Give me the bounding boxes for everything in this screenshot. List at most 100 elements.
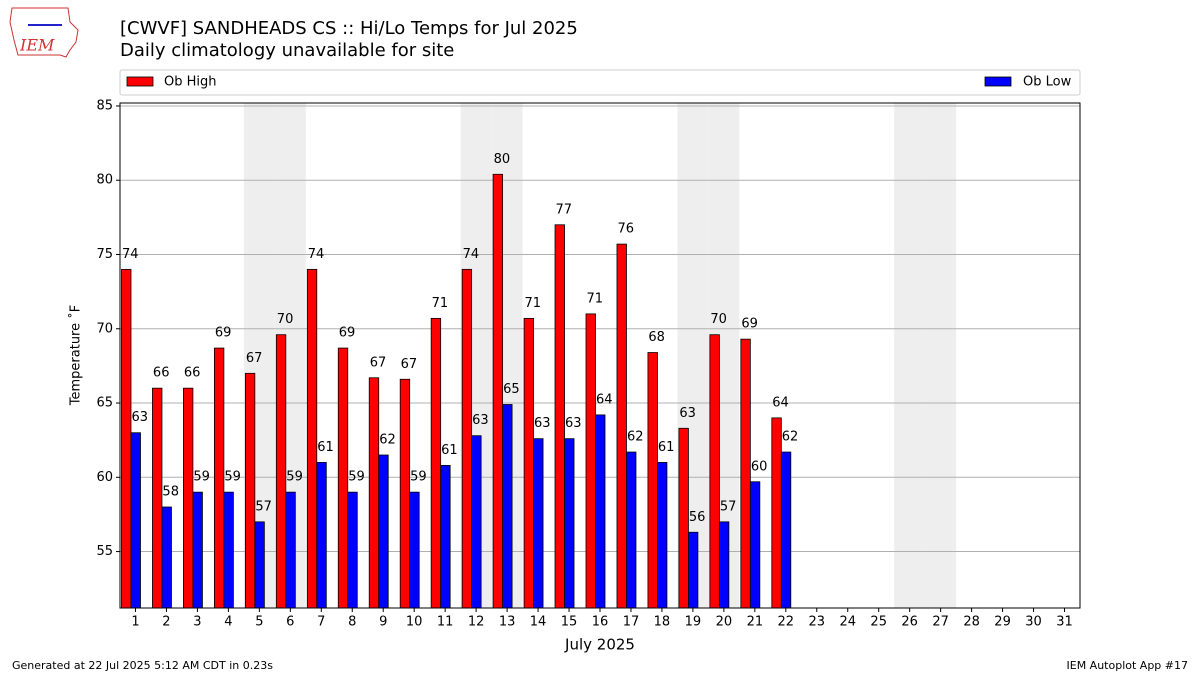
value-label: 66	[184, 366, 201, 381]
value-label: 58	[162, 485, 179, 500]
value-label: 71	[525, 296, 542, 311]
value-label: 67	[246, 351, 263, 366]
value-label: 61	[658, 440, 675, 455]
value-label: 68	[648, 330, 665, 345]
bar	[192, 491, 203, 609]
x-tick-label: 8	[348, 615, 356, 630]
x-tick-label: 4	[224, 615, 232, 630]
x-tick-label: 21	[747, 615, 764, 630]
bar	[585, 313, 596, 609]
bar	[306, 268, 318, 609]
chart-subtitle: Daily climatology unavailable for site	[120, 40, 454, 61]
value-label: 60	[751, 459, 768, 474]
bar	[347, 491, 358, 609]
x-tick-label: 26	[901, 615, 918, 630]
logo-text: IEM	[19, 36, 55, 55]
x-tick-label: 10	[406, 615, 423, 630]
bar	[502, 404, 513, 609]
x-tick-label: 15	[561, 615, 578, 630]
x-axis-label: July 2025	[564, 636, 635, 654]
value-label: 59	[224, 470, 241, 485]
bar	[780, 451, 792, 609]
x-tick-label: 2	[162, 615, 170, 630]
x-tick-label: 9	[379, 615, 387, 630]
bar	[647, 352, 658, 609]
bar	[709, 334, 720, 609]
bar	[492, 173, 503, 609]
bar	[368, 377, 380, 609]
footer-left: Generated at 22 Jul 2025 5:12 AM CDT in …	[12, 659, 273, 672]
value-label: 63	[679, 406, 696, 421]
value-label: 70	[710, 312, 727, 327]
chart-title: [CWVF] SANDHEADS CS :: Hi/Lo Temps for J…	[120, 18, 578, 39]
bar	[678, 427, 689, 609]
value-label: 61	[441, 443, 458, 458]
bar	[564, 438, 575, 609]
value-label: 59	[286, 470, 303, 485]
legend-label: Ob Low	[1023, 75, 1072, 90]
x-tick-label: 5	[255, 615, 263, 630]
footer-right: IEM Autoplot App #17	[1067, 659, 1189, 672]
bar	[223, 491, 234, 609]
logo: IEM	[9, 7, 79, 58]
value-label: 69	[741, 317, 758, 332]
bar	[616, 243, 627, 609]
bar	[771, 417, 782, 609]
weekend-shade	[894, 103, 926, 608]
x-tick-label: 12	[468, 615, 485, 630]
x-tick-label: 11	[437, 615, 454, 630]
value-label: 66	[153, 366, 170, 381]
bar	[152, 387, 163, 609]
value-label: 63	[534, 416, 551, 431]
legend-label: Ob High	[164, 75, 217, 90]
value-label: 63	[565, 416, 582, 431]
x-tick-label: 23	[809, 615, 826, 630]
bar	[595, 414, 606, 609]
bar	[337, 347, 349, 609]
x-tick-label: 3	[193, 615, 201, 630]
value-label: 62	[627, 430, 644, 445]
bar	[399, 378, 411, 609]
value-label: 70	[277, 312, 294, 327]
value-label: 77	[556, 202, 573, 217]
bar	[244, 372, 256, 609]
bar	[316, 462, 327, 609]
value-label: 69	[215, 326, 232, 341]
x-tick-label: 25	[870, 615, 887, 630]
x-tick-label: 19	[685, 615, 702, 630]
value-label: 76	[617, 222, 634, 237]
x-tick-label: 28	[963, 615, 980, 630]
value-label: 57	[255, 499, 272, 514]
value-label: 61	[317, 440, 334, 455]
bar	[440, 465, 451, 609]
bar	[749, 481, 761, 609]
value-label: 56	[689, 510, 706, 525]
value-label: 71	[586, 291, 603, 306]
bar	[626, 451, 637, 609]
y-tick-label: 65	[96, 396, 113, 411]
value-label: 74	[122, 247, 139, 262]
bar	[461, 268, 473, 609]
x-tick-label: 27	[932, 615, 949, 630]
x-tick-label: 22	[778, 615, 795, 630]
x-tick-label: 31	[1056, 615, 1073, 630]
value-label: 74	[308, 247, 325, 262]
y-tick-label: 85	[96, 98, 113, 113]
value-label: 59	[348, 470, 365, 485]
bar	[430, 317, 442, 609]
bar	[285, 491, 296, 609]
value-label: 65	[503, 382, 520, 397]
value-label: 80	[494, 152, 511, 167]
bar	[471, 435, 482, 609]
value-label: 69	[339, 326, 356, 341]
value-label: 57	[720, 499, 737, 514]
x-tick-label: 13	[499, 615, 516, 630]
bar	[409, 491, 420, 609]
bar	[718, 521, 730, 609]
value-label: 67	[401, 357, 418, 372]
bar	[523, 317, 534, 609]
weekend-shade	[925, 103, 957, 608]
y-axis-label: Temperature ˚F	[68, 305, 84, 406]
bar	[533, 438, 544, 609]
